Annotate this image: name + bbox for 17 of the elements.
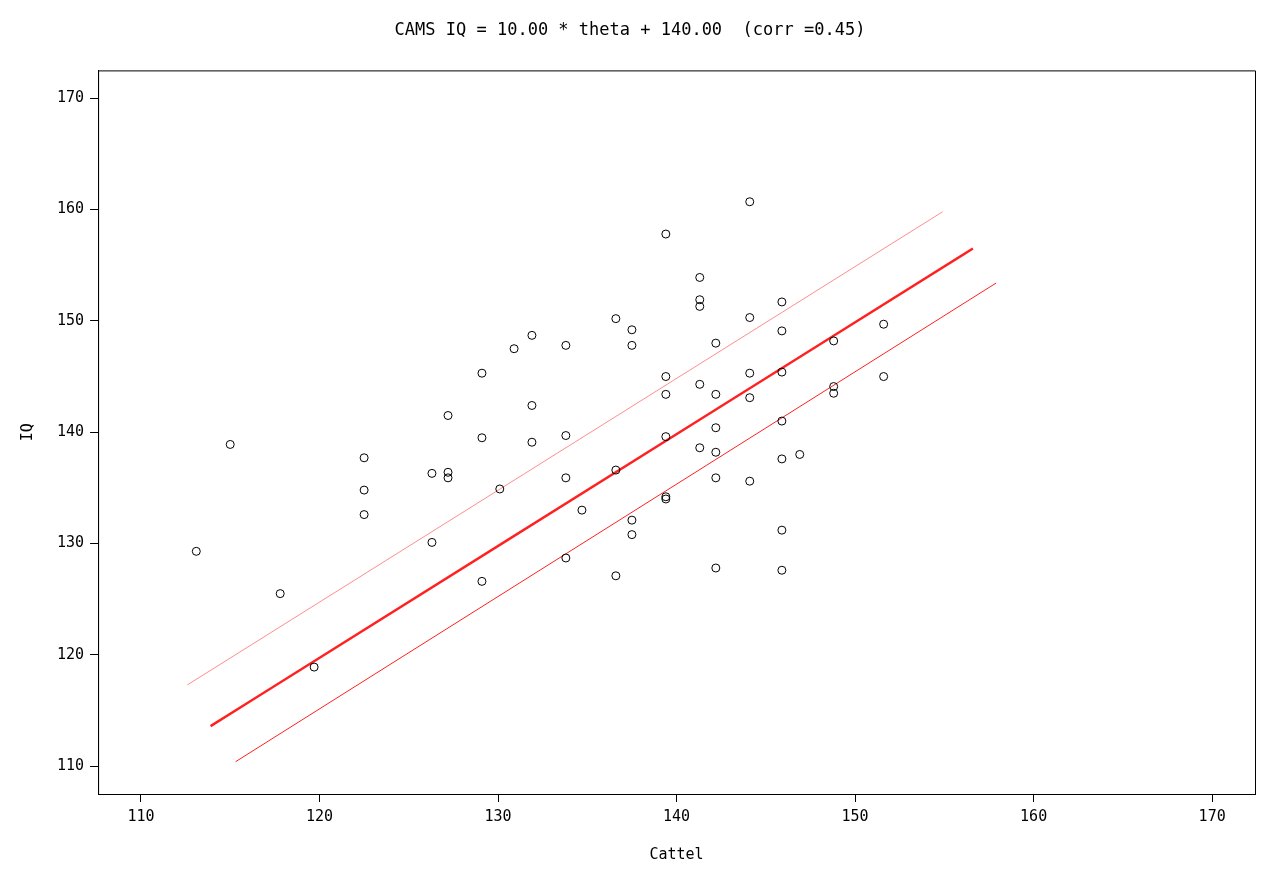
y-axis-title: IQ [17, 423, 36, 442]
y-tick-label: 170 [57, 88, 85, 107]
x-tick-label: 160 [1020, 806, 1048, 825]
x-tick-label: 130 [484, 806, 512, 825]
y-tick-label: 110 [57, 756, 85, 775]
y-tick-label: 120 [57, 644, 85, 663]
y-tick-label: 160 [57, 199, 85, 218]
x-tick-label: 110 [127, 806, 155, 825]
x-tick-label: 120 [305, 806, 334, 825]
x-tick-label: 170 [1198, 806, 1226, 825]
y-tick-label: 140 [57, 422, 85, 441]
chart-title: CAMS IQ = 10.00 * theta + 140.00 (corr =0.45) [394, 18, 866, 39]
x-tick-label: 140 [663, 806, 691, 825]
y-tick-label: 130 [57, 533, 85, 552]
x-axis-title: Cattel [649, 844, 704, 863]
y-tick-label: 150 [57, 310, 85, 329]
x-tick-label: 150 [841, 806, 869, 825]
